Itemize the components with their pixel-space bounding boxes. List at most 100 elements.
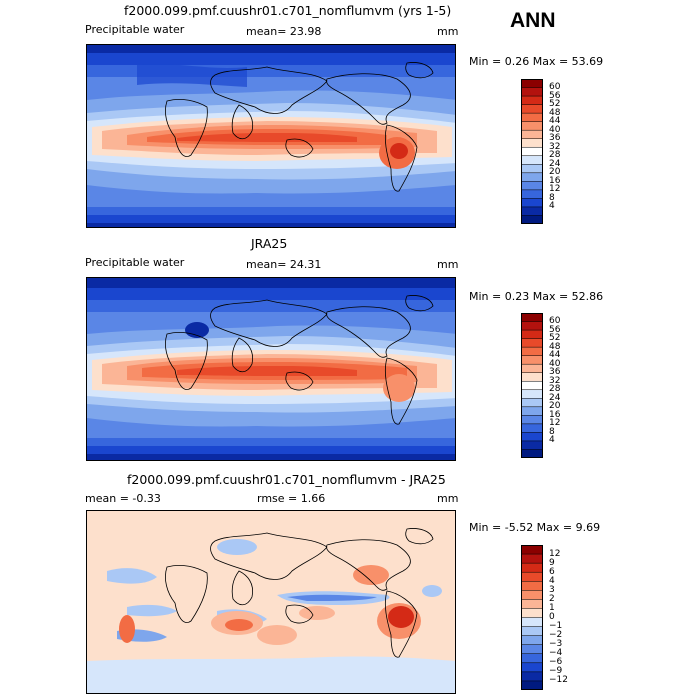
panel-1-variable-label: Precipitable water (85, 23, 185, 36)
cb2-segment (521, 415, 543, 425)
colorbar-tick-label: 28 (549, 384, 561, 395)
cb2-segment (521, 372, 543, 382)
cb1-segment (521, 87, 543, 97)
panel-3-units-label: mm (437, 492, 459, 505)
colorbar-tick-label: 56 (549, 324, 561, 335)
colorbar-tick-label: 24 (549, 392, 561, 403)
colorbar-tick-label: 2 (549, 593, 555, 604)
colorbar-tick-label: 9 (549, 557, 555, 568)
panel-3-title: f2000.099.pmf.cuushr01.c701_nomflumvm - … (127, 472, 446, 487)
cb3-segment (521, 581, 543, 591)
colorbar-tick-label: 48 (549, 107, 561, 118)
colorbar-tick-label: 16 (549, 409, 561, 420)
panel-3-field (87, 511, 455, 693)
cb2-outline (521, 313, 543, 458)
panel-3-minmax-label: Min = -5.52 Max = 9.69 (469, 521, 601, 534)
cb1-segment (521, 215, 543, 224)
panel-1-field (87, 45, 455, 227)
colorbar-panel-2-segments (521, 313, 543, 458)
colorbar-tick-label: 32 (549, 375, 561, 386)
panel-2-map (86, 277, 456, 461)
cb1-segment (521, 198, 543, 208)
colorbar-tick-label: 1 (549, 602, 555, 613)
colorbar-tick-label: 24 (549, 158, 561, 169)
colorbar-tick-label: 4 (549, 201, 555, 212)
cb2-segment (521, 313, 543, 323)
colorbar-panel-3-segments (521, 545, 543, 690)
colorbar-tick-label: 0 (549, 612, 555, 622)
cb3-segment (521, 635, 543, 646)
colorbar-tick-label: 48 (549, 341, 561, 352)
cb3-segment (521, 571, 543, 582)
panel-2-variable-label: Precipitable water (85, 256, 185, 269)
panel-3-map (86, 510, 456, 694)
cb1-segment (521, 121, 543, 131)
colorbar-tick-label: 60 (549, 82, 561, 93)
cb2-segment (521, 321, 543, 331)
panel-1-title: f2000.099.pmf.cuushr01.c701_nomflumvm (y… (124, 3, 452, 18)
cb1-segment (521, 95, 543, 106)
colorbar-tick-label: 44 (549, 116, 561, 127)
colorbar-tick-label: 36 (549, 367, 561, 378)
colorbar-tick-label: −9 (549, 666, 563, 677)
cb2-segment (521, 329, 543, 340)
colorbar-tick-label: 28 (549, 150, 561, 161)
colorbar-tick-label: 52 (549, 99, 561, 110)
cb3-segment (521, 662, 543, 673)
colorbar-tick-label: 4 (549, 435, 555, 446)
cb2-segment (521, 338, 543, 348)
colorbar-tick-label: 56 (549, 90, 561, 101)
colorbar-panel-2 (521, 313, 543, 458)
colorbar-tick-label: −1 (549, 621, 563, 632)
cb1-segment (521, 181, 543, 191)
cb3-segment (521, 680, 543, 690)
colorbar-tick-label: 52 (549, 333, 561, 344)
colorbar-panel-1 (521, 79, 543, 224)
cb2-segment (521, 398, 543, 408)
panel-1-map (86, 44, 456, 228)
colorbar-tick-label: 60 (549, 316, 561, 327)
colorbar-tick-label: 12 (549, 184, 561, 195)
panel-2-field (87, 278, 455, 460)
colorbar-tick-label: −3 (549, 639, 563, 650)
cb1-segment (521, 138, 543, 148)
colorbar-tick-label: 6 (549, 566, 555, 577)
panel-1-mean-label: mean= 23.98 (246, 25, 322, 38)
cb3-segment (521, 608, 543, 619)
cb2-segment (521, 406, 543, 416)
cb2-segment (521, 423, 543, 433)
colorbar-tick-label: 12 (549, 418, 561, 429)
colorbar-tick-label: 3 (549, 584, 555, 595)
cb3-segment (521, 617, 543, 628)
colorbar-tick-label: 8 (549, 192, 555, 203)
cb1-segment (521, 112, 543, 123)
colorbar-tick-label: 36 (549, 133, 561, 144)
cb1-segment (521, 172, 543, 182)
colorbar-tick-label: 12 (549, 548, 561, 559)
cb1-segment (521, 164, 543, 174)
cb3-segment (521, 653, 543, 664)
panel-3-mean-label: mean = -0.33 (85, 492, 161, 505)
cb2-segment (521, 389, 543, 399)
colorbar-tick-label: 40 (549, 124, 561, 135)
colorbar-tick-label: −2 (549, 630, 563, 641)
colorbar-tick-label: 20 (549, 401, 561, 412)
panel-3-rmse-label: rmse = 1.66 (257, 492, 326, 505)
cb1-segment (521, 206, 543, 217)
cb3-segment (521, 599, 543, 609)
cb3-segment (521, 562, 543, 573)
cb1-outline (521, 79, 543, 224)
cb2-segment (521, 346, 543, 357)
cb2-segment (521, 355, 543, 365)
cb1-segment (521, 104, 543, 114)
cb1-segment (521, 146, 543, 157)
panel-2-units-label: mm (437, 258, 459, 271)
cb3-segment (521, 590, 543, 600)
panel-2-minmax-label: Min = 0.23 Max = 52.86 (469, 290, 604, 303)
cb1-segment (521, 155, 543, 165)
colorbar-tick-label: 20 (549, 167, 561, 178)
colorbar-tick-label: 40 (549, 358, 561, 369)
cb3-segment (521, 671, 543, 682)
colorbar-tick-label: 44 (549, 350, 561, 361)
cb3-segment (521, 644, 543, 655)
